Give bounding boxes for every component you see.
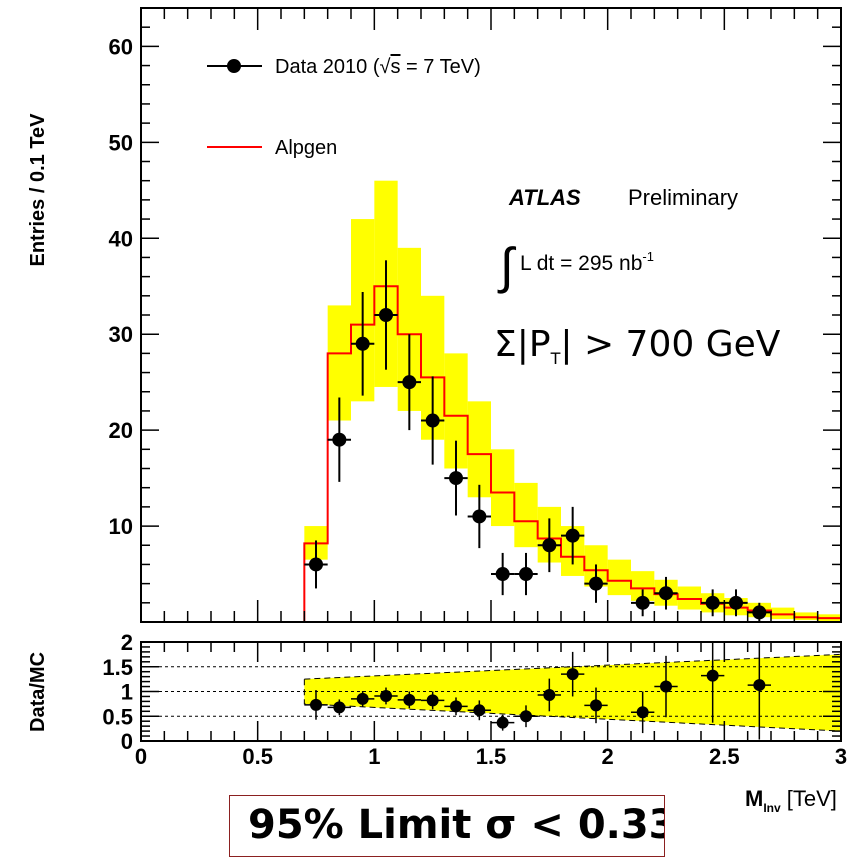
data-point <box>705 595 720 610</box>
ratio-points <box>304 642 771 740</box>
main-frame <box>140 7 842 623</box>
data-point <box>495 567 510 582</box>
legend-alpgen-label: Alpgen <box>275 137 337 159</box>
data-point <box>449 471 463 486</box>
x-axis-label: MInv [TeV] <box>745 786 837 815</box>
alpgen-histogram-line <box>141 285 841 623</box>
ratio-point <box>310 698 322 711</box>
ratio-point <box>496 716 509 729</box>
x-axis-ticks: 0 0.5 1 1.5 2 2.5 3 <box>135 642 847 769</box>
ratio-point <box>333 701 346 714</box>
ratio-point <box>426 694 439 707</box>
y-tick-label: 60 <box>109 34 133 59</box>
y-tick-label: 10 <box>109 514 133 539</box>
ratio-point <box>636 706 649 719</box>
mc-band-bin <box>397 247 421 411</box>
mc-band-bin <box>421 295 445 440</box>
x-tick-label: 3 <box>835 744 847 769</box>
y-tick-label: 30 <box>109 322 133 347</box>
ratio-y-tick-label: 0.5 <box>102 704 133 729</box>
x-tick-label: 1.5 <box>476 744 507 769</box>
data-point <box>402 375 417 390</box>
data-point <box>355 336 370 351</box>
ratio-y-axis-label: Data/MC <box>27 652 49 732</box>
mc-band-bin <box>514 482 538 548</box>
ratio-point <box>380 689 392 702</box>
x-tick-label: 2 <box>602 744 614 769</box>
preliminary-label: Preliminary <box>628 185 738 210</box>
x-tick-label: 0.5 <box>242 744 273 769</box>
legend: Data 2010 (√s = 7 TeV) Alpgen <box>207 56 481 159</box>
mc-band-bin <box>327 305 351 421</box>
data-point <box>542 538 557 553</box>
mc-band-bin <box>631 571 655 601</box>
ratio-reference-lines <box>141 666 841 717</box>
mc-band-bin <box>491 449 515 527</box>
ratio-point <box>473 704 486 717</box>
limit-result-box: 95% Limit σ < 0.33 pb <box>229 795 665 857</box>
data-point <box>472 509 487 524</box>
mc-band-bin <box>467 401 491 498</box>
lumi-integral-sign: ∫ <box>497 238 517 294</box>
main-y-ticks: 10 20 30 40 50 60 <box>109 7 841 623</box>
x-tick-label: 2.5 <box>709 744 740 769</box>
x-tick-label: 1 <box>368 744 380 769</box>
ratio-point <box>543 688 556 701</box>
data-points <box>304 260 771 622</box>
data-point <box>565 528 580 543</box>
data-point <box>332 432 347 447</box>
x-tick-label: 0 <box>135 744 147 769</box>
data-point <box>425 413 440 428</box>
main-panel: 10 20 30 40 50 60 Entries / 0.1 TeV <box>27 7 842 623</box>
ratio-point <box>356 692 369 705</box>
legend-data-marker <box>227 59 241 73</box>
data-point <box>589 576 603 591</box>
ratio-y-tick-label: 1 <box>121 680 133 705</box>
ratio-y-tick-label: 2 <box>121 630 133 655</box>
ratio-panel: 00.511.52 0 0.5 1 1.5 2 2.5 3 Data/MC <box>27 630 847 769</box>
legend-data-label: Data 2010 (√s = 7 TeV) <box>275 56 481 78</box>
y-tick-label: 50 <box>109 130 133 155</box>
ratio-point <box>566 668 579 681</box>
ratio-y-ticks: 00.511.52 <box>102 630 841 754</box>
mc-band-bin <box>607 559 631 596</box>
pt-cut-label: Σ|PT| > 700 GeV <box>494 324 781 368</box>
lumi-label: L dt = 295 nb-1 <box>520 249 654 275</box>
data-point <box>752 605 767 620</box>
atlas-label: ATLAS <box>508 185 581 210</box>
ratio-point <box>590 699 602 712</box>
limit-result-text: 95% Limit σ < 0.33 pb <box>248 802 664 848</box>
main-x-ticks <box>140 8 842 622</box>
ratio-point <box>660 680 672 693</box>
y-tick-label: 40 <box>109 226 133 251</box>
ratio-point <box>403 693 416 706</box>
data-point <box>309 557 323 572</box>
data-point <box>635 595 650 610</box>
data-point <box>729 595 743 610</box>
data-point <box>379 308 393 322</box>
ratio-y-tick-label: 1.5 <box>102 655 133 680</box>
ratio-point <box>706 669 719 682</box>
ratio-point <box>520 710 532 723</box>
mc-band-bin <box>444 353 468 469</box>
ratio-point <box>450 700 462 713</box>
ratio-point <box>753 679 766 692</box>
annotations: ATLAS Preliminary ∫ L dt = 295 nb-1 Σ|PT… <box>494 185 781 368</box>
main-y-axis-label: Entries / 0.1 TeV <box>27 113 49 267</box>
ratio-y-tick-label: 0 <box>121 729 133 754</box>
data-point <box>659 586 673 601</box>
data-point <box>519 567 533 582</box>
y-tick-label: 20 <box>109 418 133 443</box>
